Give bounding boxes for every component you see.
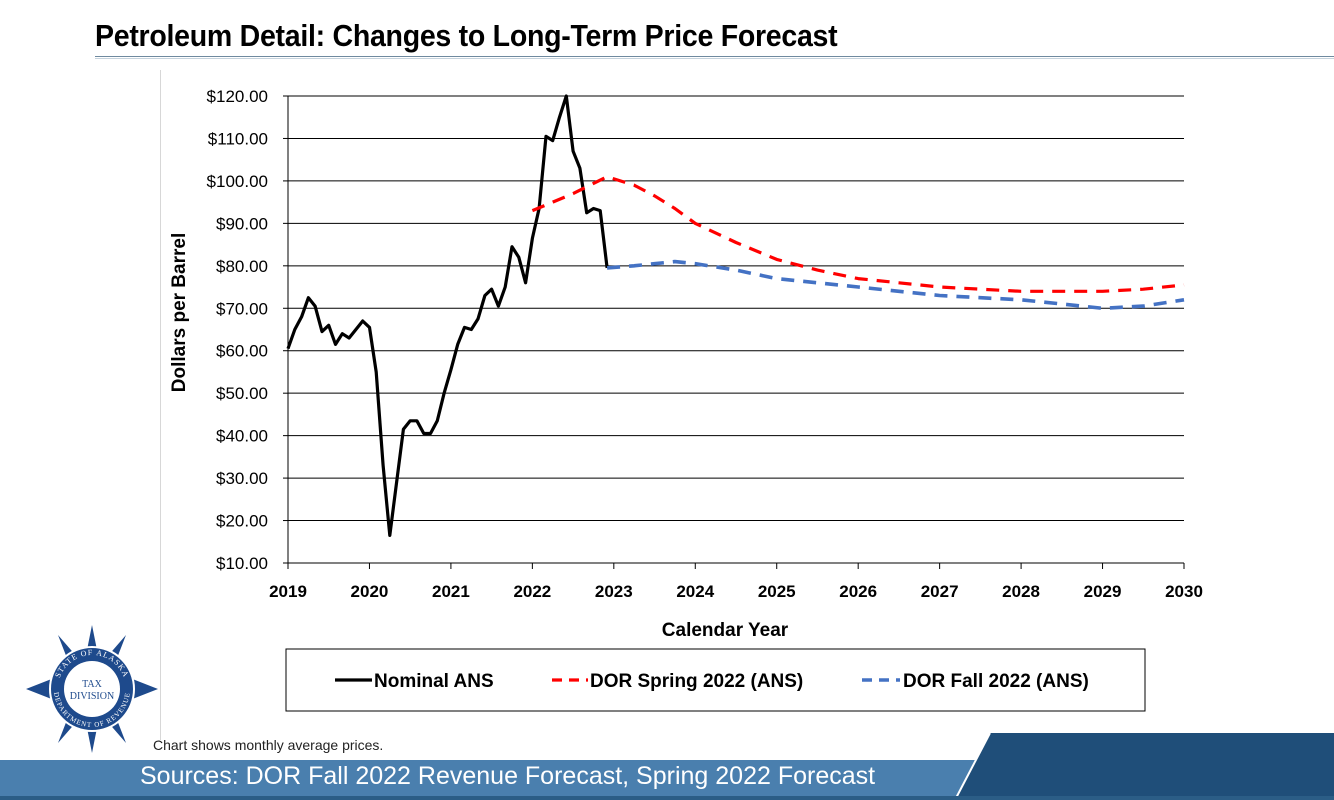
y-tick-label: $100.00: [207, 172, 268, 191]
footer-wedge-edge: [954, 732, 991, 800]
y-tick-label: $40.00: [216, 427, 268, 446]
y-tick-label: $10.00: [216, 554, 268, 573]
x-tick-label: 2020: [351, 582, 389, 601]
seal-division-text: DIVISION: [70, 691, 114, 702]
footer-dark-wedge: [955, 733, 1334, 800]
title-underline: [95, 56, 1334, 57]
y-axis-title: Dollars per Barrel: [169, 233, 190, 392]
axis-labels: $10.00 $20.00 $30.00 $40.00 $50.00 $60.00 $70.…: [169, 87, 1203, 641]
x-tick-label: 2022: [513, 582, 551, 601]
y-tick-label: $20.00: [216, 512, 268, 531]
x-tick-label: 2021: [432, 582, 470, 601]
legend: Nominal ANS DOR Spring 2022 (ANS) DOR Fall…: [285, 648, 1146, 712]
x-tick-label: 2030: [1165, 582, 1203, 601]
grid-lines: [288, 95, 1184, 522]
chart-note: Chart shows monthly average prices.: [153, 737, 384, 753]
legend-label: Nominal ANS: [374, 671, 494, 692]
y-tick-label: $90.00: [216, 214, 268, 233]
y-tick-label: $60.00: [216, 342, 268, 361]
seal-center: [64, 661, 120, 717]
axes: [283, 95, 1185, 569]
legend-label: DOR Fall 2022 (ANS): [903, 671, 1089, 692]
x-tick-label: 2025: [758, 582, 796, 601]
slide-guide-line: [160, 70, 161, 740]
x-tick-label: 2028: [1002, 582, 1040, 601]
x-tick-label: 2024: [676, 582, 714, 601]
y-tick-label: $80.00: [216, 257, 268, 276]
x-axis-title: Calendar Year: [662, 620, 789, 641]
footer-accent: [954, 732, 1334, 800]
series-line-spring-2022: [531, 175, 1185, 293]
x-tick-label: 2027: [921, 582, 959, 601]
series-lines: [286, 94, 1185, 538]
sources-text: Sources: DOR Fall 2022 Revenue Forecast,…: [140, 762, 876, 790]
legend-label: DOR Spring 2022 (ANS): [590, 671, 803, 692]
title-underline-shadow: [95, 58, 1334, 59]
x-tick-label: 2029: [1084, 582, 1122, 601]
footer-bottom-strip: [0, 796, 1334, 800]
x-tick-label: 2023: [595, 582, 633, 601]
series-line-fall-2022: [606, 259, 1185, 311]
y-tick-label: $70.00: [216, 299, 268, 318]
series-line-nominal-ans: [286, 94, 609, 538]
x-tick-label: 2019: [269, 582, 307, 601]
alaska-tax-division-seal: STATE OF ALASKA DEPARTMENT OF REVENUE TA…: [26, 625, 158, 753]
legend-box: [285, 648, 1146, 712]
x-tick-label: 2026: [839, 582, 877, 601]
y-tick-label: $30.00: [216, 469, 268, 488]
seal-tax-text: TAX: [82, 679, 103, 690]
y-tick-label: $50.00: [216, 384, 268, 403]
petroleum-price-chart: $10.00 $20.00 $30.00 $40.00 $50.00 $60.00 $70.…: [169, 87, 1203, 712]
page-title: Petroleum Detail: Changes to Long-Term P…: [95, 18, 838, 53]
y-tick-label: $110.00: [208, 129, 268, 148]
y-tick-label: $120.00: [207, 87, 268, 106]
